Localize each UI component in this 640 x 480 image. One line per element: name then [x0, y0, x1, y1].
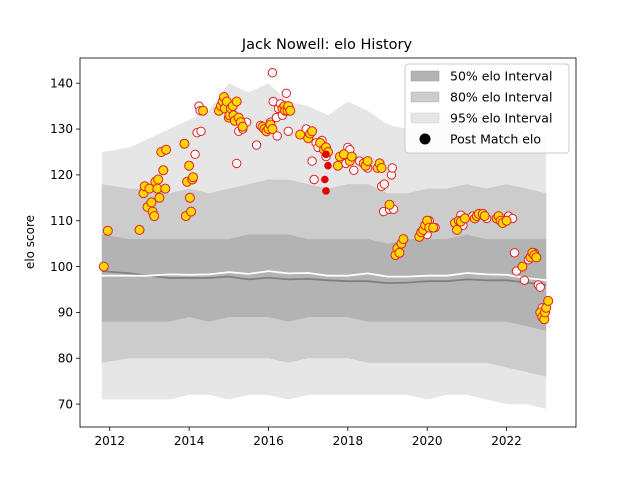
legend-swatch-50 [410, 70, 440, 82]
legend-swatch-95 [410, 112, 440, 124]
elo-point-red [322, 150, 330, 159]
elo-point [184, 192, 195, 203]
elo-point-red [324, 161, 332, 170]
plot-frame [79, 57, 577, 428]
legend-frame [404, 63, 570, 154]
elo-point [158, 165, 169, 176]
elo-point-hollow [232, 158, 242, 169]
legend-label-95: 95% elo Interval [450, 111, 552, 126]
elo-point [295, 129, 306, 140]
median-elo-line [101, 270, 547, 286]
elo-point [332, 160, 343, 171]
elo-point [160, 183, 171, 194]
elo-point [543, 295, 554, 306]
band-50-interval [101, 234, 547, 331]
elo-point-hollow [283, 126, 293, 137]
y-tick-label: 140 [50, 76, 73, 90]
elo-point [231, 96, 242, 107]
elo-point-hollow [196, 126, 206, 137]
elo-point-hollow [519, 275, 530, 285]
x-tick-label: 2018 [333, 434, 364, 448]
chart-title: Jack Nowell: elo History [241, 37, 413, 53]
elo-point [346, 151, 357, 162]
elo-point-red [321, 175, 329, 184]
elo-point-hollow [509, 248, 520, 258]
x-tick-label: 2014 [174, 434, 205, 448]
legend-swatch-80 [410, 91, 440, 103]
elo-point-hollow [307, 156, 317, 166]
elo-point [267, 124, 278, 134]
elo-point [517, 261, 528, 272]
legend-marker-dot [419, 133, 431, 145]
elo-point-red [322, 187, 330, 195]
elo-point [198, 105, 208, 116]
legend-label-post-match: Post Match elo [450, 132, 541, 147]
y-tick-label: 90 [58, 306, 73, 320]
elo-point [428, 222, 439, 233]
mean-elo-line [101, 270, 547, 282]
x-tick-label: 2020 [412, 434, 443, 448]
elo-point-hollow [190, 149, 200, 160]
y-tick-label: 120 [50, 168, 73, 182]
legend: 50% elo Interval 80% elo Interval 95% el… [404, 63, 570, 154]
elo-point-hollow [535, 282, 545, 292]
legend-label-50: 50% elo Interval [450, 69, 552, 84]
elo-point [531, 252, 542, 263]
y-tick-label: 110 [50, 214, 73, 228]
elo-point [459, 213, 470, 224]
x-tick-label: 2022 [491, 434, 522, 448]
elo-point [394, 247, 405, 258]
elo-point [384, 199, 395, 210]
elo-point-hollow [267, 68, 278, 78]
plot-area [98, 68, 554, 409]
elo-point [479, 211, 490, 222]
elo-point-hollow [281, 88, 291, 99]
elo-point [285, 105, 296, 116]
x-tick-label: 2016 [253, 434, 284, 448]
elo-point [134, 224, 145, 235]
elo-point [501, 215, 512, 226]
elo-point [398, 234, 409, 245]
elo-point [237, 121, 248, 132]
y-tick-label: 100 [50, 260, 73, 274]
y-axis-label: elo score [23, 215, 37, 269]
elo-point [307, 126, 318, 137]
elo-point [153, 174, 164, 185]
elo-point [154, 192, 165, 203]
legend-label-80: 80% elo Interval [450, 90, 552, 105]
elo-point-hollow [379, 179, 389, 189]
elo-point-hollow [349, 165, 359, 176]
elo-point [149, 211, 160, 222]
elo-point-hollow [387, 163, 397, 173]
x-tick-label: 2012 [94, 434, 125, 448]
elo-point [376, 163, 387, 173]
y-tick-label: 70 [58, 397, 73, 411]
y-tick-label: 80 [58, 351, 73, 365]
axis-ticks: 2012 2014 2016 2018 2020 2022 70 80 90 100 110 120 1… [50, 76, 522, 448]
elo-point-hollow [309, 174, 319, 185]
elo-point [186, 206, 197, 217]
elo-point-hollow [251, 140, 262, 150]
elo-point [161, 144, 172, 155]
elo-point [362, 156, 373, 167]
elo-point [184, 160, 195, 171]
elo-point [179, 138, 190, 149]
y-tick-label: 130 [50, 122, 73, 136]
elo-point-hollow [272, 131, 282, 141]
elo-point [98, 261, 109, 272]
elo-point [146, 197, 157, 208]
elo-point [452, 224, 462, 235]
elo-point [102, 225, 113, 236]
elo-point [188, 172, 199, 183]
